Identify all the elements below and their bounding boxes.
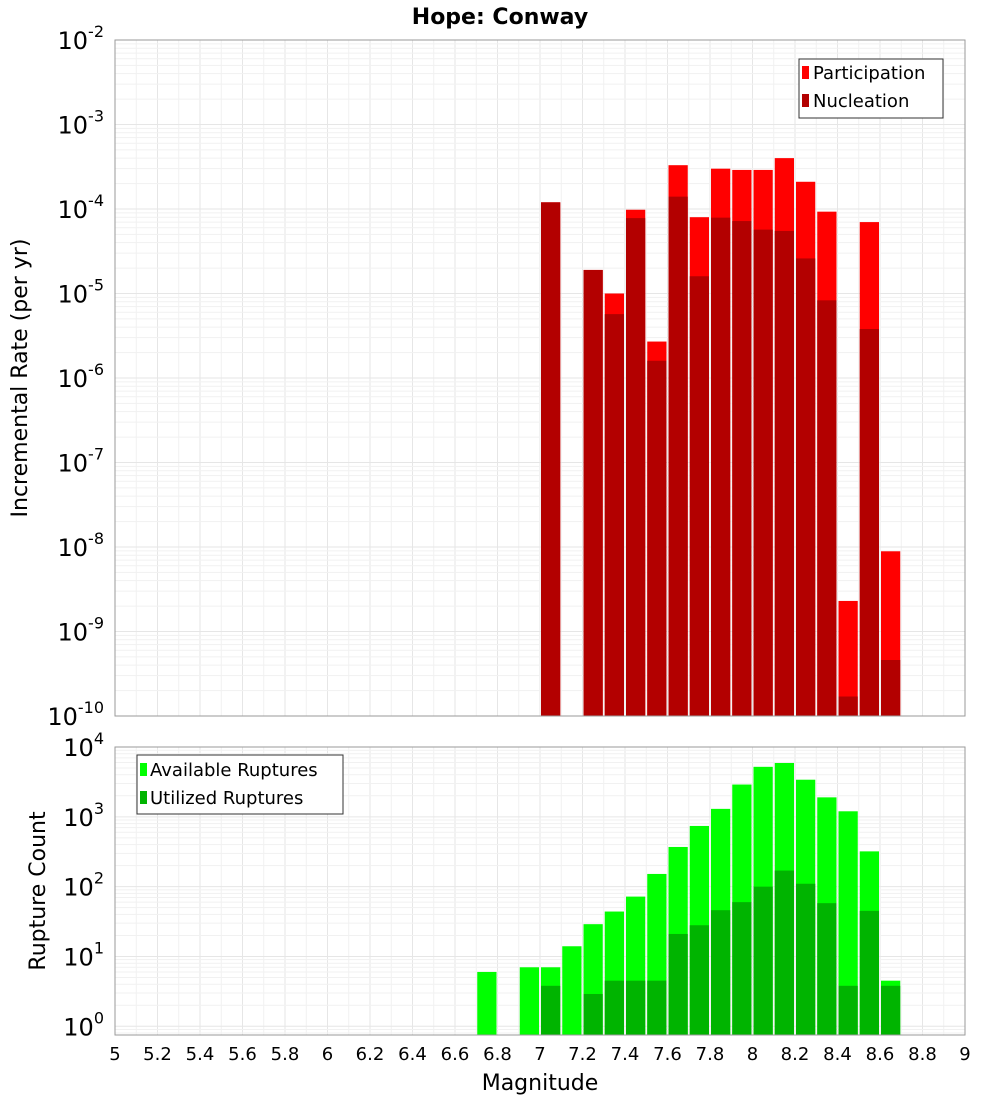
rate-bar-nucleation xyxy=(753,229,773,716)
x-tick-label: 7.8 xyxy=(696,1044,725,1065)
count-bar-utilized-ruptures xyxy=(732,902,752,1035)
rate-bar-nucleation xyxy=(583,269,603,716)
count-bar-available-ruptures xyxy=(477,971,497,1035)
magnitude-x-ticks: 5 5.2 5.4 5.6 5.8 6 6.2 6.4 6.6 6.8 7 7.2 7.4 7.6 7.8 8… xyxy=(109,1044,970,1065)
x-tick-label: 8.4 xyxy=(823,1044,852,1065)
count-legend-box xyxy=(136,754,344,815)
x-tick-label: 7 xyxy=(534,1044,545,1065)
x-tick-label: 7.6 xyxy=(653,1044,682,1065)
x-tick-label: 5.2 xyxy=(143,1044,172,1065)
rate-bar-nucleation xyxy=(859,329,879,716)
utilized-legend-swatch xyxy=(140,791,147,804)
x-tick-label: 8.2 xyxy=(781,1044,810,1065)
rate-y-tick-label: 10-4 xyxy=(58,191,105,224)
rate-y-tick-label: 10-8 xyxy=(58,529,105,562)
count-bar-utilized-ruptures xyxy=(626,980,646,1035)
x-axis-label: Magnitude xyxy=(482,1071,599,1096)
count-bar-utilized-ruptures xyxy=(774,870,794,1035)
available-legend-swatch xyxy=(140,763,147,776)
rate-legend: Participation Nucleation xyxy=(798,58,944,119)
rate-y-tick-label: 10-2 xyxy=(58,22,105,55)
rate-bar-nucleation xyxy=(668,196,688,717)
rate-grid xyxy=(114,40,966,717)
count-bar-utilized-ruptures xyxy=(647,980,667,1035)
rate-y-tick-label: 10-6 xyxy=(58,360,105,393)
rate-bars xyxy=(541,158,901,717)
rate-bar-nucleation xyxy=(774,230,794,717)
count-legend: Available Ruptures Utilized Ruptures xyxy=(136,754,344,815)
x-tick-label: 8 xyxy=(747,1044,758,1065)
x-tick-label: 6 xyxy=(322,1044,333,1065)
rate-bar-nucleation xyxy=(626,218,646,716)
count-y-tick-label: 102 xyxy=(63,869,104,902)
rate-bar-nucleation xyxy=(796,258,816,716)
count-y-tick-label: 100 xyxy=(63,1008,104,1041)
count-bar-utilized-ruptures xyxy=(604,980,624,1035)
rate-y-tick-label: 10-10 xyxy=(47,698,104,731)
participation-legend-label: Participation xyxy=(813,63,925,84)
count-bar-utilized-ruptures xyxy=(859,910,879,1035)
x-tick-label: 8.8 xyxy=(908,1044,937,1065)
utilized-legend-label: Utilized Ruptures xyxy=(150,788,303,809)
x-tick-label: 8.6 xyxy=(866,1044,895,1065)
x-tick-label: 6.2 xyxy=(356,1044,385,1065)
count-y-tick-label: 104 xyxy=(63,729,104,762)
count-bars xyxy=(477,762,901,1035)
rate-panel: 10-10 10-9 10-8 10-7 10-6 10-5 10-4 10-3 10-2 In… xyxy=(8,22,966,731)
rate-y-tick-label: 10-3 xyxy=(58,107,105,140)
rate-bar-nucleation xyxy=(732,221,752,716)
count-bar-available-ruptures xyxy=(838,811,858,1035)
count-panel: 100 101 102 103 104 5 5.2 5.4 5.6 5.8 6 6.2 6.4 6.6 6… xyxy=(26,729,971,1096)
count-bar-utilized-ruptures xyxy=(817,903,837,1035)
count-y-ticks: 100 101 102 103 104 xyxy=(63,729,104,1041)
x-tick-label: 6.4 xyxy=(398,1044,427,1065)
rate-bar-participation xyxy=(838,600,858,716)
rate-bar-nucleation xyxy=(647,360,667,716)
x-tick-label: 5.8 xyxy=(271,1044,300,1065)
x-tick-label: 7.2 xyxy=(568,1044,597,1065)
count-bar-utilized-ruptures xyxy=(753,886,773,1035)
count-bar-utilized-ruptures xyxy=(881,985,901,1035)
x-tick-label: 5.4 xyxy=(186,1044,215,1065)
rate-bar-nucleation xyxy=(604,314,624,716)
rate-bar-nucleation xyxy=(541,202,561,716)
x-tick-label: 6.6 xyxy=(441,1044,470,1065)
count-y-tick-label: 101 xyxy=(63,938,104,971)
chart-title: Hope: Conway xyxy=(412,5,588,30)
x-tick-label: 9 xyxy=(959,1044,970,1065)
available-legend-label: Available Ruptures xyxy=(150,760,318,781)
count-bar-utilized-ruptures xyxy=(689,925,709,1035)
count-bar-utilized-ruptures xyxy=(668,933,688,1035)
rate-y-ticks: 10-10 10-9 10-8 10-7 10-6 10-5 10-4 10-3 10-2 xyxy=(47,22,104,731)
count-bar-available-ruptures xyxy=(562,946,582,1035)
count-bar-utilized-ruptures xyxy=(711,910,731,1035)
rate-bar-nucleation xyxy=(689,276,709,716)
rate-bar-nucleation xyxy=(711,217,731,716)
rate-plot-frame xyxy=(114,39,966,717)
count-y-tick-label: 103 xyxy=(63,799,104,832)
rate-bar-nucleation xyxy=(881,659,901,716)
count-bar-utilized-ruptures xyxy=(583,993,603,1035)
rate-y-tick-label: 10-5 xyxy=(58,276,105,309)
x-tick-label: 6.8 xyxy=(483,1044,512,1065)
rate-y-tick-label: 10-9 xyxy=(58,614,105,647)
rate-y-tick-label: 10-7 xyxy=(58,445,105,478)
nucleation-legend-label: Nucleation xyxy=(813,91,909,112)
count-bar-utilized-ruptures xyxy=(796,883,816,1035)
rate-y-axis-label: Incremental Rate (per yr) xyxy=(8,239,33,518)
participation-legend-swatch xyxy=(802,66,809,79)
count-bar-utilized-ruptures xyxy=(838,985,858,1035)
count-bar-utilized-ruptures xyxy=(541,985,561,1035)
x-tick-label: 5 xyxy=(109,1044,120,1065)
count-plot-frame xyxy=(114,746,966,1036)
rate-legend-box xyxy=(798,58,944,119)
count-y-axis-label: Rupture Count xyxy=(26,811,51,971)
count-bar-available-ruptures xyxy=(519,967,539,1035)
x-tick-label: 7.4 xyxy=(611,1044,640,1065)
nucleation-legend-swatch xyxy=(802,94,809,107)
rate-bar-nucleation xyxy=(838,696,858,716)
x-tick-label: 5.6 xyxy=(228,1044,257,1065)
rate-bar-nucleation xyxy=(817,300,837,716)
